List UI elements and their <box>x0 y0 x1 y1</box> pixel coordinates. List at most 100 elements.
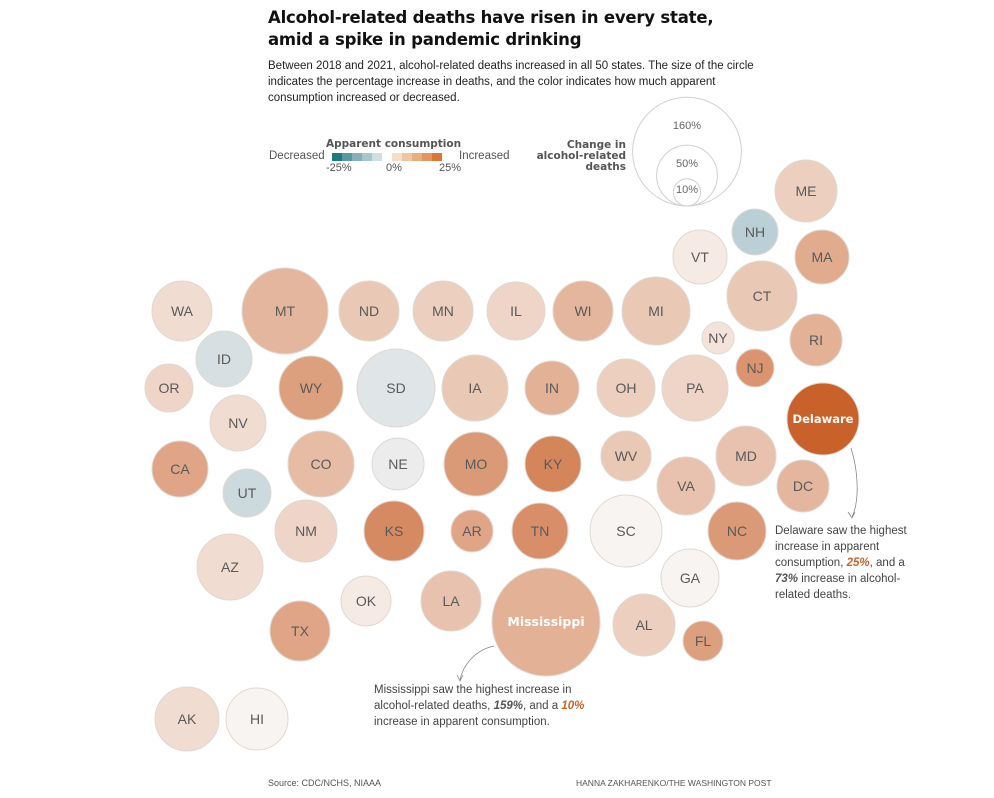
state-circle[interactable] <box>552 280 614 342</box>
state-circle[interactable] <box>524 360 580 416</box>
state-bubble-ct[interactable]: CT <box>726 260 798 332</box>
state-circle[interactable] <box>524 435 582 493</box>
state-bubble-ks[interactable]: KS <box>363 500 425 562</box>
state-bubble-sd[interactable]: SD <box>356 348 436 428</box>
state-bubble-nh[interactable]: NH <box>731 208 779 256</box>
state-bubble-ri[interactable]: RI <box>789 313 843 367</box>
state-bubble-nc[interactable]: NC <box>707 501 767 561</box>
state-bubble-in[interactable]: IN <box>524 360 580 416</box>
state-circle[interactable] <box>491 567 601 677</box>
state-bubble-dc[interactable]: DC <box>776 459 830 513</box>
state-bubble-or[interactable]: OR <box>144 363 194 413</box>
state-circle[interactable] <box>363 500 425 562</box>
state-bubble-wy[interactable]: WY <box>278 355 344 421</box>
state-circle[interactable] <box>450 509 494 553</box>
state-bubble-id[interactable]: ID <box>195 330 253 388</box>
state-circle[interactable] <box>701 321 735 355</box>
state-circle[interactable] <box>222 468 272 518</box>
state-circle[interactable] <box>151 280 213 342</box>
state-circle[interactable] <box>600 430 652 482</box>
state-circle[interactable] <box>596 358 656 418</box>
state-bubble-il[interactable]: IL <box>486 281 546 341</box>
state-circle[interactable] <box>589 494 663 568</box>
state-circle[interactable] <box>269 600 331 662</box>
state-bubble-wi[interactable]: WI <box>552 280 614 342</box>
state-circle[interactable] <box>151 440 209 498</box>
state-circle[interactable] <box>274 499 338 563</box>
state-circle[interactable] <box>511 502 569 560</box>
state-bubble-al[interactable]: AL <box>612 593 676 657</box>
state-circle[interactable] <box>356 348 436 428</box>
state-bubble-oh[interactable]: OH <box>596 358 656 418</box>
state-bubble-mt[interactable]: MT <box>241 267 329 355</box>
state-circle[interactable] <box>682 620 724 662</box>
state-circle[interactable] <box>660 548 720 608</box>
state-bubble-ok[interactable]: OK <box>340 575 392 627</box>
state-bubble-vt[interactable]: VT <box>672 229 728 285</box>
state-bubble-tx[interactable]: TX <box>269 600 331 662</box>
state-bubble-me[interactable]: ME <box>774 159 838 223</box>
state-bubble-az[interactable]: AZ <box>196 533 264 601</box>
state-bubble-la[interactable]: LA <box>420 570 482 632</box>
state-circle[interactable] <box>195 330 253 388</box>
state-bubble-ca[interactable]: CA <box>151 440 209 498</box>
state-circle[interactable] <box>486 281 546 341</box>
state-bubble-ms[interactable]: Mississippi <box>491 567 601 677</box>
state-circle[interactable] <box>144 363 194 413</box>
state-circle[interactable] <box>209 394 267 452</box>
state-bubble-ma[interactable]: MA <box>794 229 850 285</box>
state-bubble-nd[interactable]: ND <box>338 280 400 342</box>
state-circle[interactable] <box>612 593 676 657</box>
state-bubble-tn[interactable]: TN <box>511 502 569 560</box>
state-circle[interactable] <box>661 354 729 422</box>
state-bubble-ne[interactable]: NE <box>371 437 425 491</box>
state-circle[interactable] <box>338 280 400 342</box>
state-circle[interactable] <box>621 276 691 346</box>
state-circle[interactable] <box>154 686 220 752</box>
state-bubble-ak[interactable]: AK <box>154 686 220 752</box>
state-bubble-ga[interactable]: GA <box>660 548 720 608</box>
state-bubble-md[interactable]: MD <box>715 425 777 487</box>
state-circle[interactable] <box>371 437 425 491</box>
state-circle[interactable] <box>726 260 798 332</box>
state-circle[interactable] <box>443 431 509 497</box>
state-bubble-hi[interactable]: HI <box>225 687 289 751</box>
state-circle[interactable] <box>225 687 289 751</box>
state-bubble-nv[interactable]: NV <box>209 394 267 452</box>
state-bubble-nj[interactable]: NJ <box>735 348 775 388</box>
state-circle[interactable] <box>672 229 728 285</box>
state-bubble-ia[interactable]: IA <box>441 354 509 422</box>
state-circle[interactable] <box>420 570 482 632</box>
state-bubble-nm[interactable]: NM <box>274 499 338 563</box>
state-bubble-ky[interactable]: KY <box>524 435 582 493</box>
state-bubble-sc[interactable]: SC <box>589 494 663 568</box>
state-circle[interactable] <box>774 159 838 223</box>
state-circle[interactable] <box>196 533 264 601</box>
state-bubble-wa[interactable]: WA <box>151 280 213 342</box>
state-circle[interactable] <box>441 354 509 422</box>
state-circle[interactable] <box>786 382 860 456</box>
state-bubble-fl[interactable]: FL <box>682 620 724 662</box>
state-circle[interactable] <box>789 313 843 367</box>
state-circle[interactable] <box>241 267 329 355</box>
state-bubble-pa[interactable]: PA <box>661 354 729 422</box>
state-circle[interactable] <box>412 280 474 342</box>
state-circle[interactable] <box>731 208 779 256</box>
state-bubble-mn[interactable]: MN <box>412 280 474 342</box>
state-circle[interactable] <box>794 229 850 285</box>
state-bubble-ar[interactable]: AR <box>450 509 494 553</box>
state-circle[interactable] <box>715 425 777 487</box>
state-circle[interactable] <box>776 459 830 513</box>
state-bubble-mo[interactable]: MO <box>443 431 509 497</box>
state-circle[interactable] <box>340 575 392 627</box>
state-bubble-wv[interactable]: WV <box>600 430 652 482</box>
state-bubble-co[interactable]: CO <box>287 430 355 498</box>
state-circle[interactable] <box>287 430 355 498</box>
state-circle[interactable] <box>278 355 344 421</box>
state-bubble-ny[interactable]: NY <box>701 321 735 355</box>
state-circle[interactable] <box>656 456 716 516</box>
state-circle[interactable] <box>707 501 767 561</box>
state-bubble-mi[interactable]: MI <box>621 276 691 346</box>
state-bubble-de[interactable]: Delaware <box>786 382 860 456</box>
state-circle[interactable] <box>735 348 775 388</box>
